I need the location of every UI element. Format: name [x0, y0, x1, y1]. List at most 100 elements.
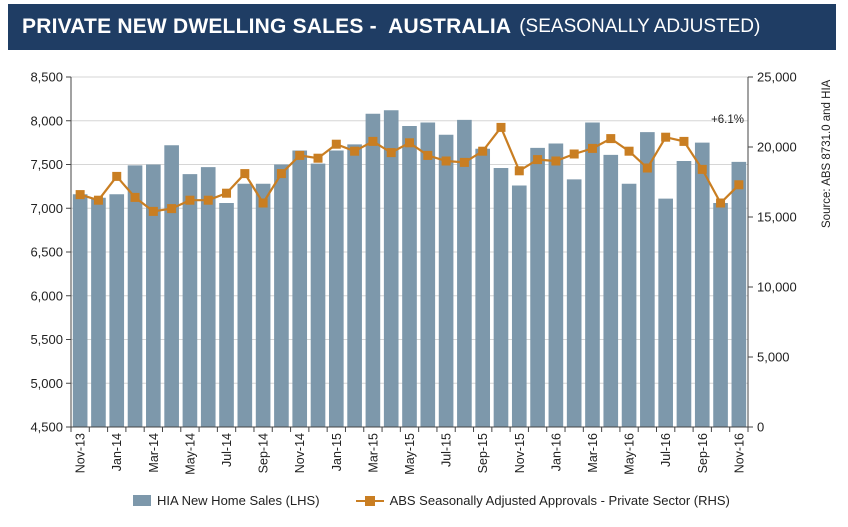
line-marker: [496, 122, 506, 132]
line-marker: [222, 188, 232, 198]
top-strip: [0, 0, 848, 4]
right-axis-tick-label: 0: [757, 420, 764, 435]
line-marker: [423, 150, 433, 160]
bar-series: [72, 110, 747, 427]
axis-labels: 4,500 5,000 5,500 6,000 6,500 7,000 7,500 8,000…: [30, 70, 833, 475]
chart-title: PRIVATE NEW DWELLING SALES - AUSTRALIA: [22, 15, 512, 38]
line-marker: [368, 136, 378, 146]
line-marker: [203, 195, 213, 205]
bar: [347, 144, 362, 427]
x-axis-tick-label: Sep-14: [257, 433, 271, 473]
left-axis-tick-label: 8,000: [30, 113, 63, 128]
line-marker: [679, 136, 689, 146]
legend: HIA New Home Sales (LHS) ABS Seasonally …: [133, 493, 730, 508]
line-marker: [478, 146, 488, 156]
left-axis-tick-label: 8,500: [30, 70, 63, 85]
line-marker: [624, 146, 634, 156]
x-axis-tick-label: May-16: [623, 433, 637, 475]
line-marker: [185, 195, 195, 205]
line-marker: [331, 139, 341, 149]
line-marker: [661, 132, 671, 142]
bar: [603, 154, 619, 427]
bar: [530, 147, 545, 427]
line-marker: [167, 204, 177, 214]
line-marker: [734, 180, 744, 190]
left-axis-tick-label: 6,000: [30, 288, 63, 303]
bar: [694, 142, 710, 427]
legend-bar-swatch: [133, 495, 151, 506]
bar: [310, 163, 326, 427]
bar: [200, 167, 216, 427]
line-marker: [441, 156, 451, 166]
bar: [475, 148, 491, 427]
right-axis-tick-label: 5,000: [757, 350, 790, 365]
x-axis-tick-label: Jan-14: [110, 433, 124, 471]
bar: [493, 168, 509, 427]
bar: [292, 150, 308, 427]
x-axis-tick-label: Nov-14: [293, 433, 307, 473]
line-marker: [112, 171, 122, 181]
line-marker: [93, 195, 103, 205]
bar: [72, 194, 88, 427]
line-marker: [75, 190, 85, 200]
x-axis-tick-label: Nov-15: [513, 433, 527, 473]
bar: [255, 183, 271, 427]
bar: [365, 113, 381, 427]
line-marker: [514, 166, 524, 176]
bar: [566, 179, 582, 427]
x-axis-tick-label: Nov-13: [74, 433, 88, 473]
chart-title-bar: PRIVATE NEW DWELLING SALES - AUSTRALIA (…: [8, 4, 836, 50]
x-axis-tick-label: Mar-15: [366, 433, 380, 473]
annotation-label: +6.1%: [711, 114, 744, 126]
legend-bar-label: HIA New Home Sales (LHS): [157, 493, 320, 508]
source-label: Source: ABS 8731.0 and HIA: [821, 79, 833, 228]
x-axis-tick-label: Jul-14: [220, 433, 234, 467]
bar: [548, 143, 564, 427]
bar: [237, 183, 253, 427]
bar: [621, 183, 637, 427]
left-axis-tick-label: 5,500: [30, 332, 63, 347]
bar: [640, 132, 655, 427]
bar: [383, 110, 399, 427]
x-axis-tick-label: Sep-15: [476, 433, 490, 473]
line-marker: [295, 150, 305, 160]
x-axis-tick-label: May-14: [183, 433, 197, 475]
line-marker: [551, 156, 561, 166]
bar: [731, 161, 747, 427]
left-axis-tick-label: 7,000: [30, 201, 63, 216]
line-marker: [459, 157, 469, 167]
x-axis-tick-label: Jul-15: [440, 433, 454, 467]
x-axis-tick-label: Jan-15: [330, 433, 344, 471]
left-axis-tick-label: 6,500: [30, 245, 63, 260]
bar: [438, 134, 454, 427]
axes: [66, 76, 753, 432]
legend-line-swatch: [355, 495, 384, 507]
x-axis-tick-label: Mar-14: [147, 433, 161, 473]
x-axis-tick-label: Sep-16: [696, 433, 710, 473]
bar: [109, 194, 125, 427]
left-axis-tick-label: 4,500: [30, 420, 63, 435]
left-axis-tick-label: 7,500: [30, 157, 63, 172]
left-axis-tick-label: 5,000: [30, 376, 63, 391]
line-marker: [606, 134, 616, 144]
line-marker: [697, 164, 707, 174]
line-marker: [587, 143, 597, 153]
bar: [402, 126, 417, 427]
bar: [658, 198, 673, 427]
bar: [328, 150, 344, 427]
right-axis-tick-label: 15,000: [757, 210, 797, 225]
line-marker: [276, 169, 286, 179]
bar: [713, 203, 728, 427]
right-axis-tick-label: 20,000: [757, 140, 797, 155]
x-axis-tick-label: Jul-16: [659, 433, 673, 467]
line-marker: [313, 153, 323, 163]
bar: [219, 203, 234, 427]
right-axis-tick-label: 10,000: [757, 280, 797, 295]
x-axis-tick-label: Mar-16: [586, 433, 600, 473]
chart-svg: 4,500 5,000 5,500 6,000 6,500 7,000 7,500 8,000…: [30, 70, 833, 475]
bar: [127, 165, 143, 427]
legend-line-label: ABS Seasonally Adjusted Approvals - Priv…: [389, 493, 730, 508]
chart-subtitle: (SEASONALLY ADJUSTED): [519, 16, 761, 37]
line-marker: [130, 192, 140, 202]
bar: [182, 174, 198, 427]
